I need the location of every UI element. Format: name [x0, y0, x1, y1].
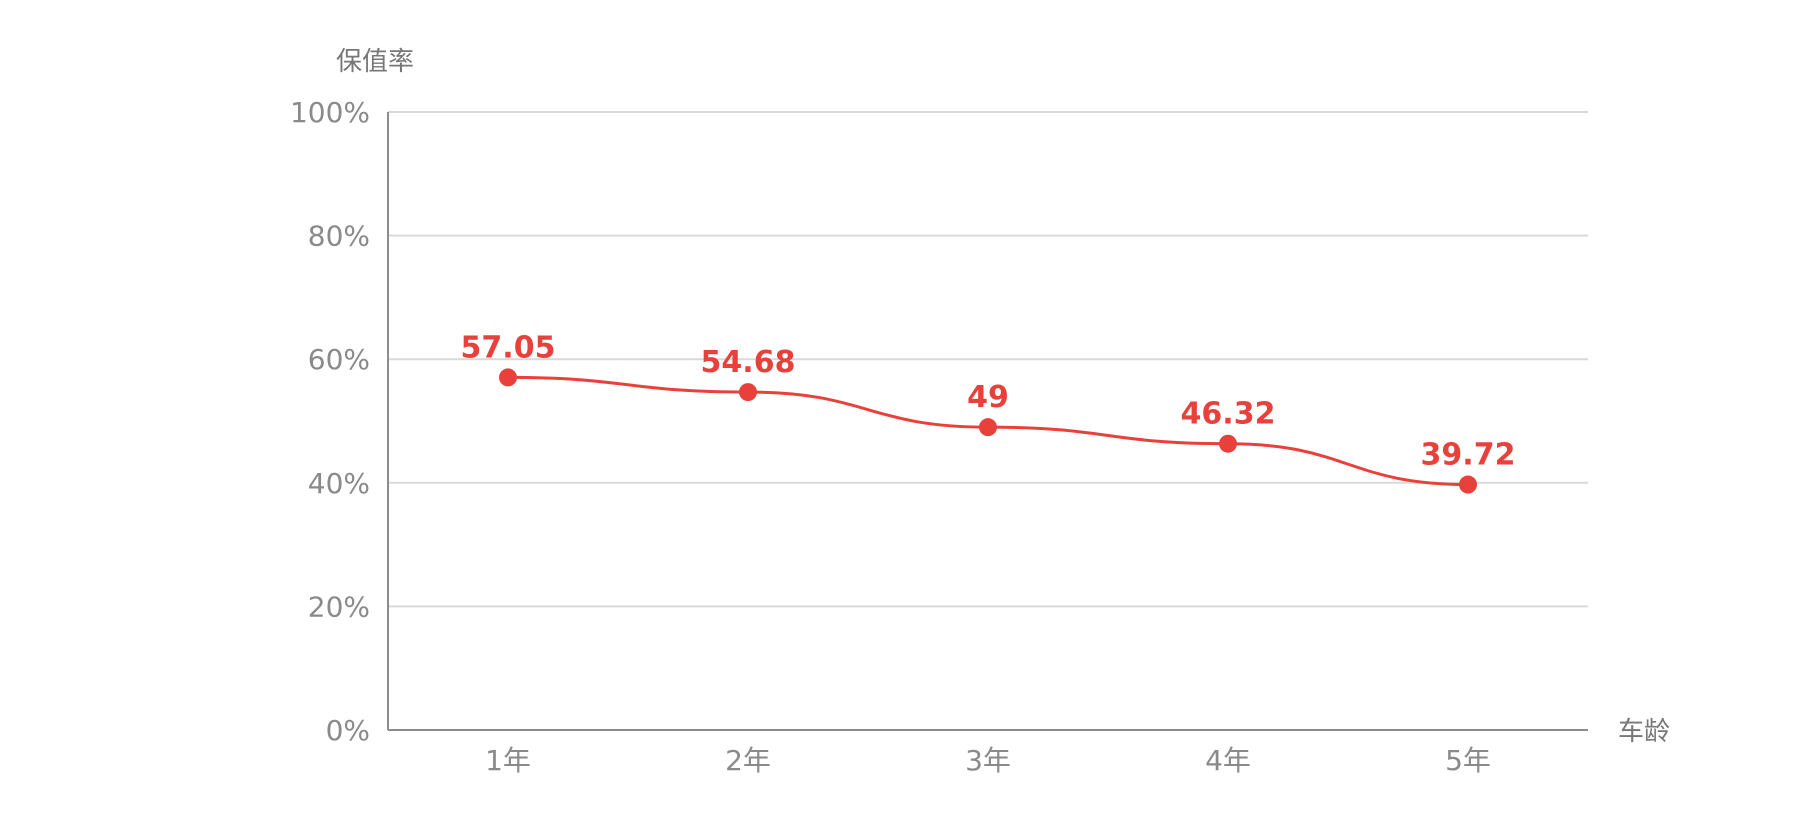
- y-tick-label: 80%: [308, 220, 370, 253]
- data-point: [1219, 434, 1237, 453]
- x-tick-label: 1年: [485, 744, 531, 777]
- y-tick-label: 20%: [308, 590, 370, 623]
- y-tick-label: 60%: [308, 343, 370, 376]
- y-tick-label: 100%: [290, 96, 370, 129]
- data-point: [499, 368, 517, 387]
- x-tick-label: 5年: [1445, 744, 1491, 777]
- x-tick-label: 3年: [965, 744, 1011, 777]
- data-label: 57.05: [461, 330, 556, 365]
- y-tick-label: 40%: [308, 467, 370, 500]
- data-point: [1459, 475, 1477, 494]
- x-tick-label: 2年: [725, 744, 771, 777]
- x-tick-label: 4年: [1205, 744, 1251, 777]
- y-tick-label: 0%: [326, 714, 370, 747]
- data-label: 54.68: [701, 345, 796, 380]
- y-axis-title: 保值率: [336, 47, 414, 77]
- x-axis-title: 车龄: [1618, 717, 1670, 747]
- data-point: [739, 383, 757, 402]
- data-label: 49: [967, 380, 1009, 415]
- data-label: 39.72: [1421, 438, 1516, 473]
- data-point: [979, 418, 997, 437]
- data-label: 46.32: [1181, 397, 1276, 432]
